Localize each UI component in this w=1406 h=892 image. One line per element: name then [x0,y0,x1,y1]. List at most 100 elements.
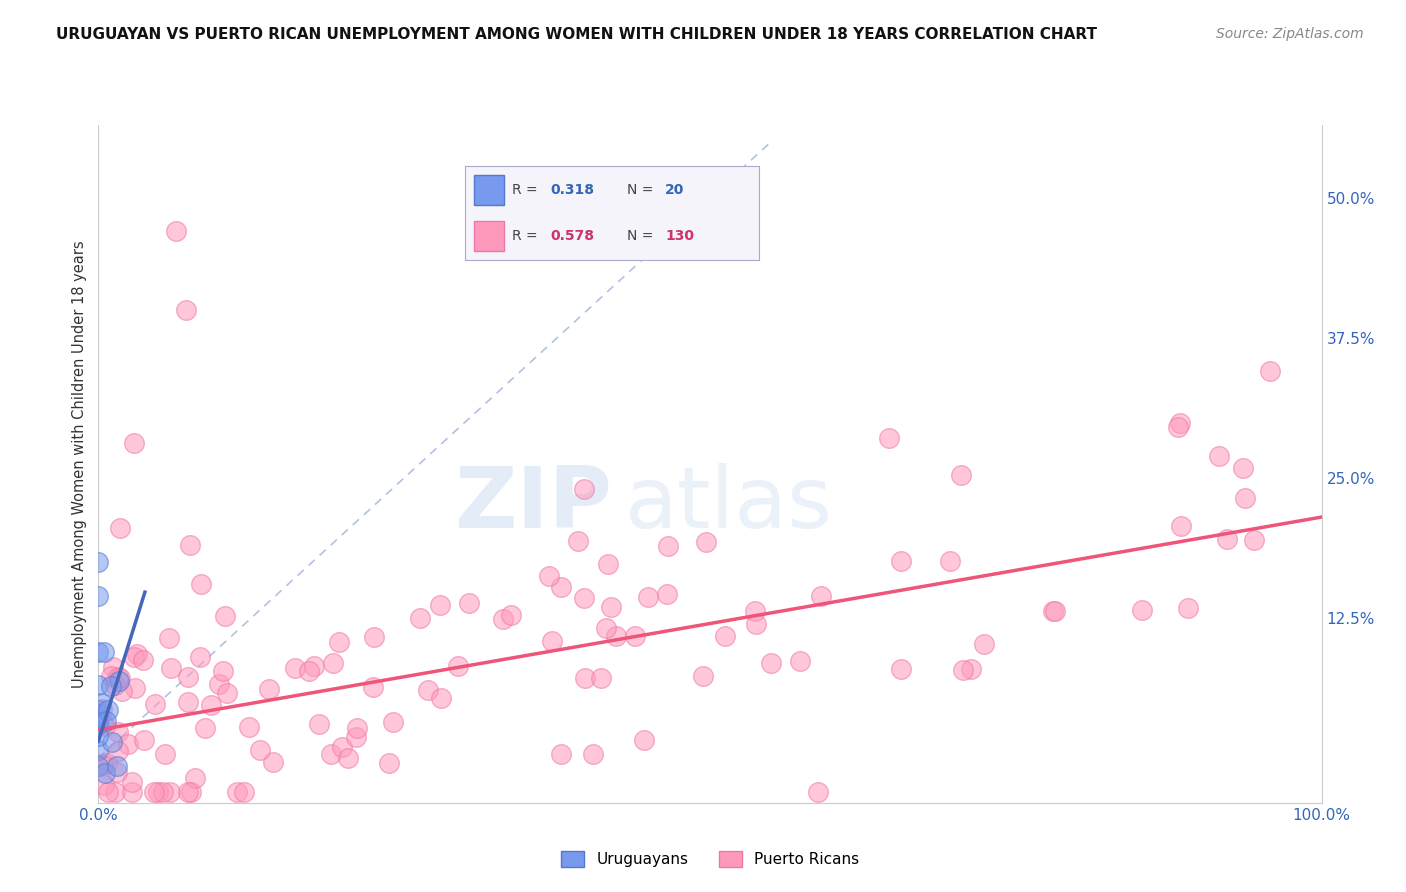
Point [572,591,595,605]
Point [165,224,187,238]
Point [319,747,342,762]
Point [93,778,115,792]
Point [87,729,110,743]
Point [121,784,143,798]
Point [91,758,114,772]
Point [1243,533,1265,547]
Point [100,669,122,683]
Text: 0.578: 0.578 [551,228,595,243]
Point [146,784,169,798]
Point [87,555,110,569]
Text: N =: N = [627,228,658,243]
Point [499,608,522,623]
Point [572,483,595,497]
Point [550,747,572,761]
Bar [474,175,503,205]
Point [541,634,564,648]
Point [91,716,114,731]
Point [226,784,249,798]
Point [810,589,832,603]
Point [108,674,131,689]
Point [657,539,679,553]
Point [1170,519,1192,533]
Point [93,645,115,659]
Point [107,744,129,758]
Text: URUGUAYAN VS PUERTO RICAN UNEMPLOYMENT AMONG WOMEN WITH CHILDREN UNDER 18 YEARS : URUGUAYAN VS PUERTO RICAN UNEMPLOYMENT A… [56,27,1097,42]
Point [117,737,139,751]
Point [344,731,367,745]
Point [100,679,122,693]
Point [179,538,201,552]
Point [183,771,205,785]
Point [208,677,231,691]
Point [692,669,714,683]
Point [960,662,983,676]
Point [217,686,239,700]
Point [152,784,174,798]
Text: atlas: atlas [624,463,832,546]
Point [1208,449,1230,463]
Point [1234,491,1257,505]
Point [713,629,735,643]
Point [105,758,128,772]
Point [574,671,596,685]
Point [1168,416,1191,430]
Point [1167,419,1189,434]
Legend: Uruguayans, Puerto Ricans: Uruguayans, Puerto Ricans [555,845,865,873]
Point [447,659,470,673]
Point [188,649,211,664]
Point [89,757,111,772]
Point [87,644,110,658]
Point [298,664,321,678]
Point [97,703,120,717]
Point [582,747,605,762]
Point [177,670,200,684]
Point [104,678,127,692]
Point [87,707,110,722]
Point [633,732,655,747]
Point [87,743,110,757]
Point [695,534,717,549]
Point [121,774,143,789]
Point [1042,604,1064,618]
Point [284,660,307,674]
Point [111,684,134,698]
Point [249,743,271,757]
Point [330,739,353,754]
Point [107,669,129,683]
Point [1130,603,1153,617]
Point [108,671,131,685]
Point [190,576,212,591]
Y-axis label: Unemployment Among Women with Children Under 18 years: Unemployment Among Women with Children U… [72,240,87,688]
Point [90,696,112,710]
Point [262,755,284,769]
Point [308,716,330,731]
Point [87,718,110,732]
Point [655,586,678,600]
Point [177,695,200,709]
Point [143,698,166,712]
Text: R =: R = [512,228,543,243]
Point [418,682,440,697]
Point [87,759,110,773]
Point [346,721,368,735]
Point [200,698,222,713]
Point [430,691,453,706]
Point [97,784,120,798]
Bar [474,220,503,251]
Point [124,681,146,696]
Point [789,654,811,668]
Point [322,656,344,670]
Point [134,733,156,747]
Point [302,659,325,673]
Point [180,784,202,798]
Point [591,671,613,685]
Point [1232,460,1254,475]
Point [605,629,627,643]
Point [96,756,118,770]
Point [110,521,132,535]
Point [1177,600,1199,615]
Point [90,702,112,716]
Point [160,661,183,675]
Point [159,784,181,798]
